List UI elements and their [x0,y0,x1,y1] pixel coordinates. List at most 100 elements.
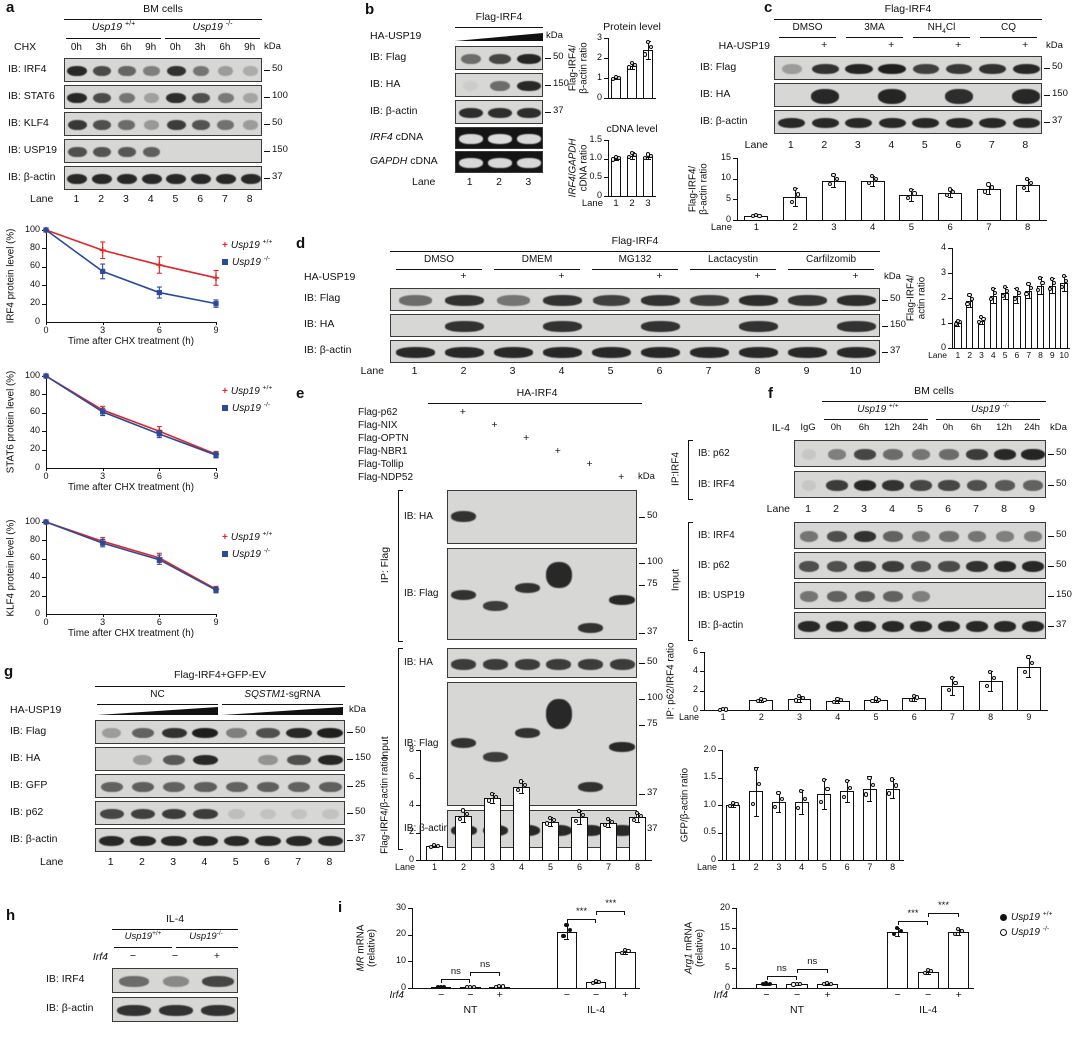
genotype-label: Usp19 -/- [192,19,233,33]
legend-label: Usp19 +/+ [1011,910,1053,923]
x-symbol-label: − [925,989,932,1001]
protein-band [117,1005,151,1016]
protein-band [141,173,162,185]
rule-line [102,468,104,471]
protein-band [117,146,136,158]
protein-band [1021,561,1045,572]
y-tick-label: 3 [596,31,602,42]
rule-line [159,322,161,325]
protein-band [130,835,156,847]
protein-band [201,976,234,987]
protein-band [911,531,931,542]
y-tick-label: 80 [29,387,40,398]
data-point-dot [821,778,827,783]
rule-line [347,732,353,733]
protein-band [191,119,211,131]
data-point-dot [959,928,964,934]
rule-line [690,269,776,270]
rule-line [604,78,608,79]
x-tick-label: 6 [947,222,953,233]
protein-band [259,808,277,820]
legend-entry: Usp19 -/- [222,548,270,560]
data-point-dot [1025,177,1030,182]
bar [948,932,970,988]
protein-band [483,601,508,612]
rule-line [545,112,551,113]
rule-line [1052,278,1054,293]
construct-label: Flag-Tollip [358,459,404,470]
rule-line [795,188,797,207]
rule-line [1027,178,1029,192]
blot-label: IB: USP19 [698,590,745,601]
rule-line [432,847,437,849]
kda-value: 37 [272,171,283,182]
rule-line [774,19,1042,20]
x-tick-label: 2 [460,862,467,872]
rule-line [1044,68,1050,69]
protein-band [463,80,479,92]
group-label: IL-4 [587,1004,606,1016]
data-point-dot [989,185,995,190]
rule-line [1016,288,1018,303]
rule-line [952,677,954,695]
legend-entry: Usp19 -/- [222,256,270,268]
protein-band [993,449,1017,460]
x-tick-label: 4 [990,350,996,360]
bar [726,805,741,860]
x-tick-label: 4 [518,862,525,872]
data-point-dot [908,697,913,702]
data-point-dot [867,775,872,780]
series-marker [213,587,219,593]
protein-band [640,321,681,332]
rule-line [722,750,723,860]
blot-label: IB: IRF4 [8,63,47,75]
data-point-dot [1012,297,1017,302]
protein-band [578,658,603,670]
data-point-dot [619,951,624,956]
blot-strip [95,828,345,852]
lane-number: 6 [955,139,962,151]
blot-label: IB: Flag [370,51,407,63]
rule-line [895,936,901,937]
y-axis-label: KLF4 protein level (%) [5,519,17,617]
bar [864,700,888,710]
bar [783,197,808,220]
data-point-dot [544,821,550,826]
rule-line [847,780,849,803]
x-tick-label: 8 [1038,350,1043,360]
rule-line [42,577,46,579]
data-point-dot [753,766,758,772]
protein-band [163,781,186,793]
x-tick-label: 1 [753,222,760,233]
y-tick-label: 0 [400,981,406,992]
data-point-dot [800,695,805,700]
protein-band [226,727,247,739]
x-tick-label: 2 [967,350,973,360]
protein-band [911,449,931,460]
rule-line [913,37,970,38]
data-point-dot [461,808,466,813]
protein-band [945,88,974,104]
protein-band [192,727,219,739]
series-line [45,521,217,590]
data-point-dot [776,791,781,796]
y-tick-label: 100 [24,369,40,380]
protein-band [192,754,219,766]
x-tick-label: 1 [613,198,619,209]
x-tick-label: 5 [908,222,915,233]
rule-line [416,750,420,751]
y-axis-label: β-actin ratio [578,42,590,94]
protein-band [92,92,112,104]
x-symbol-label: − [763,989,770,1001]
protein-band [939,449,959,460]
x-tick-label: 3 [489,862,496,872]
data-point-dot [648,45,653,50]
kda-value: 100 [647,692,663,704]
kda-value: 100 [272,90,288,101]
bar [556,932,578,988]
protein-band [218,65,234,77]
protein-band [225,781,248,793]
legend-entry: + Usp19 +/+ [222,385,272,397]
rule-line [949,694,955,696]
bar [643,50,653,98]
